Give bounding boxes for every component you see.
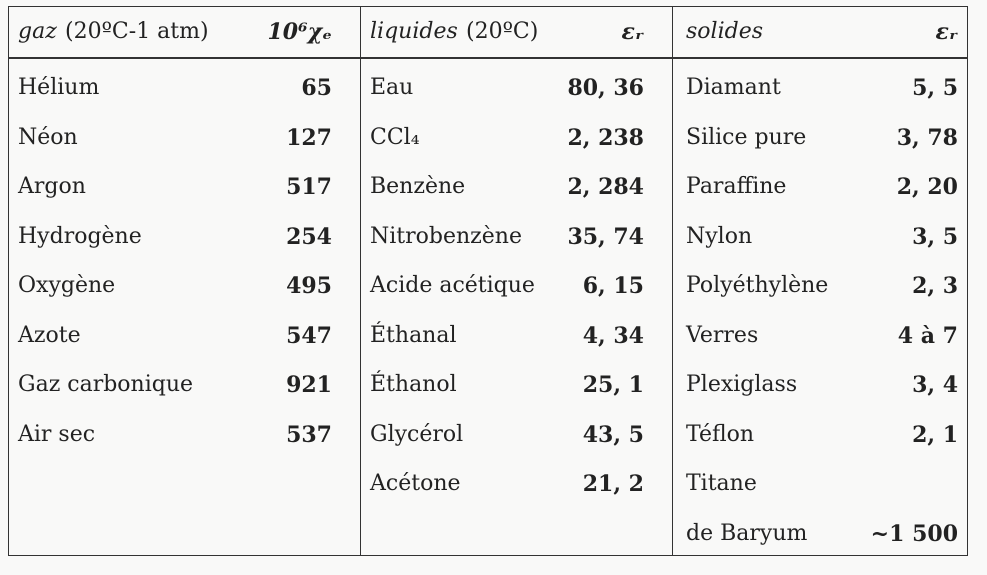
row-value: 921 [286, 372, 332, 398]
column-title: solides [686, 19, 763, 44]
row-name: Hydrogène [18, 223, 142, 249]
row-value: 2, 20 [896, 174, 958, 200]
row-name: Éthanol [370, 372, 457, 397]
row-name: Paraffine [686, 174, 787, 199]
row-value: 4 à 7 [897, 322, 958, 349]
row-name: Verres [686, 322, 759, 348]
row-value: 3, 5 [912, 223, 958, 250]
row-value: 6, 15 [582, 273, 644, 299]
column-condition: (20ºC) [466, 19, 539, 44]
column-title: gaz [18, 19, 57, 44]
table-frame [8, 6, 968, 556]
row-name: Diamant [686, 75, 781, 100]
row-value: 25, 1 [582, 372, 644, 398]
row-name: Polyéthylène [686, 273, 829, 298]
row-name: Azote [18, 322, 81, 348]
row-value: 5, 5 [912, 75, 958, 101]
column-symbol: εᵣ [621, 19, 644, 45]
row-value: 517 [286, 174, 332, 200]
row-value: 547 [286, 322, 332, 349]
row-name: Titane [686, 471, 757, 496]
row-name: de Baryum [686, 520, 808, 546]
row-value: 2, 238 [567, 124, 644, 151]
row-value: 3, 78 [896, 124, 958, 151]
row-value: 127 [286, 124, 332, 151]
column-condition: (20ºC-1 atm) [65, 19, 209, 44]
row-value: 3, 4 [912, 372, 958, 398]
row-value: 80, 36 [567, 75, 644, 101]
row-name: Éthanal [370, 322, 457, 348]
row-name: Téflon [686, 421, 755, 447]
row-name: Benzène [370, 174, 466, 199]
row-name: Oxygène [18, 273, 116, 298]
row-value: 2, 1 [912, 421, 958, 448]
column-rule [672, 6, 673, 556]
row-name: Plexiglass [686, 372, 798, 397]
row-name: Acétone [370, 471, 461, 496]
row-name: Eau [370, 75, 414, 100]
row-name: Acide acétique [370, 273, 535, 298]
row-value: 537 [286, 421, 332, 448]
row-value: 495 [286, 273, 332, 299]
row-name: Glycérol [370, 421, 464, 447]
column-rule [360, 6, 361, 556]
row-value: 254 [286, 223, 332, 250]
column-symbol: 10⁶χₑ [267, 19, 333, 45]
row-name: Nitrobenzène [370, 223, 522, 249]
column-title: liquides [370, 19, 458, 44]
row-name: Air sec [18, 421, 96, 447]
row-value: ~1 500 [870, 520, 958, 547]
row-name: Silice pure [686, 124, 807, 150]
column-symbol: εᵣ [935, 19, 958, 45]
header-rule [8, 57, 968, 59]
row-name: Hélium [18, 75, 100, 100]
row-value: 65 [301, 75, 332, 101]
row-name: Nylon [686, 223, 753, 249]
row-name: Néon [18, 124, 78, 150]
row-value: 43, 5 [582, 421, 644, 448]
row-value: 4, 34 [582, 322, 644, 349]
row-name: CCl₄ [370, 124, 420, 150]
row-name: Argon [18, 174, 86, 199]
row-value: 35, 74 [567, 223, 644, 250]
row-name: Gaz carbonique [18, 372, 194, 397]
row-value: 2, 284 [567, 174, 644, 200]
row-value: 2, 3 [912, 273, 958, 299]
row-value: 21, 2 [582, 471, 644, 497]
